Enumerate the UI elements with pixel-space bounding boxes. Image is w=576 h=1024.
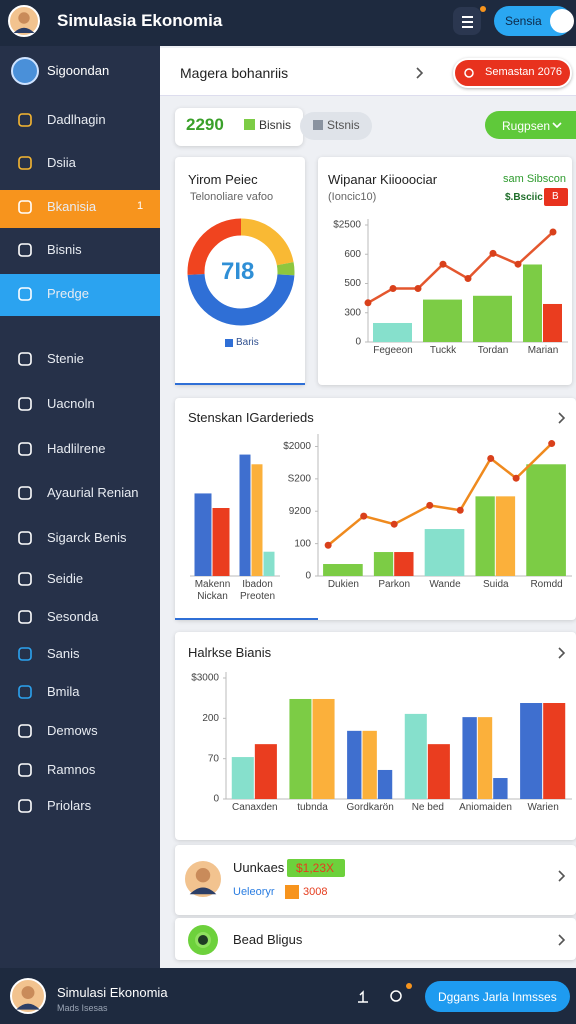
sidebar-item[interactable]: Bkanisia	[47, 199, 97, 215]
app-title: Simulasia Ekonomia	[57, 10, 223, 30]
profile-name: Uunkaes	[233, 860, 285, 876]
x-tick-label: tubnda	[297, 802, 328, 813]
sidebar-item[interactable]: Dsiia	[47, 155, 76, 171]
footer-title: Simulasi Ekonomia	[57, 985, 168, 1001]
profile-badge: $1,23X	[296, 860, 335, 875]
action-label[interactable]: Rugpsen	[502, 118, 551, 133]
profile-count: 3008	[303, 886, 328, 899]
toggle-knob	[550, 9, 574, 33]
sidebar-item[interactable]: Seidie	[47, 571, 84, 587]
footer-button[interactable]	[425, 981, 570, 1012]
card-underline	[175, 618, 318, 620]
sidebar-item[interactable]: Ayaurial Renian	[47, 485, 139, 501]
x-tick-label: Parkon	[378, 579, 411, 590]
sidebar-item[interactable]: Dadlhagin	[47, 112, 106, 128]
card	[175, 918, 576, 960]
chart-subtitle: (Ioncic10)	[328, 191, 377, 204]
x-tick-label: Canaxden	[232, 802, 278, 813]
x-tick-label: Wande	[429, 579, 461, 590]
x-tick-label: Makenn Nickan	[194, 579, 231, 602]
x-tick-label: Fegeeon	[373, 345, 413, 356]
footer-button-label[interactable]: Dggans Jarla Inmsses	[438, 989, 557, 1004]
x-tick-label: Warien	[527, 802, 559, 813]
stat-tab[interactable]	[300, 112, 372, 140]
x-tick-label: Aniomaiden	[459, 802, 512, 813]
sidebar-item[interactable]: Sanis	[47, 646, 80, 662]
chart-subtitle: Telonoliare vafoo	[190, 191, 274, 204]
x-tick-label: Gordkarön	[346, 802, 394, 813]
toggle-label[interactable]: Sensia	[505, 13, 542, 28]
card	[175, 845, 576, 915]
badge-key	[285, 885, 299, 899]
pie-center-label: 7I8	[221, 257, 255, 285]
stat-tab-key	[244, 119, 255, 130]
sidebar-item[interactable]: Demows	[47, 723, 98, 739]
sidebar-item[interactable]: Sesonda	[47, 609, 99, 625]
x-tick-label: Romdd	[530, 579, 563, 590]
legend-key	[225, 339, 233, 347]
chart-title: Halrkse Bianis	[188, 645, 272, 661]
sidebar-badge: 1	[137, 200, 144, 213]
menu-button[interactable]	[453, 7, 481, 35]
x-tick-label: Marian	[527, 345, 559, 356]
stat-card	[175, 108, 303, 146]
stat-tab-label[interactable]: Stsnis	[327, 117, 360, 132]
stat-tab-label: Bisnis	[259, 117, 292, 132]
stat-tab2-key	[313, 120, 323, 130]
annotation: sam Sibscon	[503, 173, 566, 186]
annotation: $.Bsciic	[505, 192, 543, 203]
link-icon-inner	[195, 932, 211, 948]
alert-label[interactable]: Semastan 2076	[485, 66, 563, 79]
chart-title: Yirom Peiec	[188, 172, 258, 188]
sidebar-item[interactable]: Uacnoln	[47, 396, 95, 412]
sidebar-item[interactable]: Ramnos	[47, 762, 96, 778]
sidebar	[0, 46, 160, 968]
sidebar-user: Sigoondan	[47, 63, 110, 79]
badge	[287, 859, 345, 877]
sidebar-item[interactable]: Predge	[47, 286, 89, 302]
x-tick-label: Tordan	[477, 345, 509, 356]
page-title: Magera bohanriis	[180, 64, 289, 81]
annotation-badge: B	[552, 191, 559, 202]
footer-subtitle: Mads Isesas	[57, 1002, 108, 1013]
sidebar-item[interactable]: Bmila	[47, 684, 80, 700]
x-tick-label: Dukien	[327, 579, 359, 590]
link-label[interactable]: Bead Bligus	[233, 932, 303, 948]
x-tick-label: Ne bed	[411, 802, 444, 813]
sidebar-item[interactable]: Bisnis	[47, 242, 82, 258]
x-tick-label: Tuckk	[429, 345, 457, 356]
profile-role: Ueleoryr	[233, 886, 275, 899]
chart-title: Wipanar Kiiooociar	[328, 172, 438, 188]
card-underline	[175, 383, 305, 385]
stat-value: 2290	[186, 114, 224, 134]
chart-title: Stenskan IGarderieds	[188, 410, 314, 426]
sidebar-item[interactable]: Hadlilrene	[47, 441, 106, 457]
anno-badge	[544, 188, 568, 206]
x-tick-label: Suida	[483, 579, 509, 590]
sidebar-item[interactable]: Sigarck Benis	[47, 530, 127, 546]
sidebar-item[interactable]: Stenie	[47, 351, 84, 367]
legend-label: Baris	[236, 337, 259, 348]
sidebar-item[interactable]: Priolars	[47, 798, 92, 814]
x-tick-label: Ibadon Preoten	[239, 579, 276, 602]
